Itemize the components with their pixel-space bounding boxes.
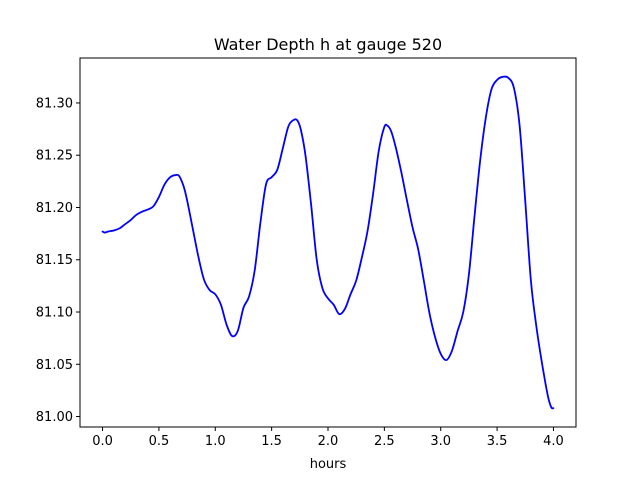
x-tick-label: 0.0 [92,434,113,449]
y-tick-label: 81.30 [36,96,73,111]
y-axis: 81.00 81.05 81.10 81.15 81.20 81.25 81.30 [36,96,80,425]
y-tick-label: 81.15 [36,253,73,268]
x-tick-label: 4.0 [543,434,564,449]
y-tick-label: 81.20 [36,201,73,216]
x-tick-label: 2.0 [318,434,339,449]
x-tick-label: 1.5 [261,434,282,449]
y-tick-label: 81.25 [36,149,73,164]
series-line [101,75,555,410]
y-tick-label: 81.00 [36,410,73,425]
y-tick-label: 81.05 [36,358,73,373]
plot-frame [79,57,577,428]
y-tick-label: 81.10 [36,306,73,321]
x-axis-label: hours [310,457,347,472]
plot-area [79,57,577,428]
x-tick-label: 0.5 [149,434,170,449]
x-tick-label: 3.0 [430,434,451,449]
x-tick-label: 2.5 [374,434,395,449]
x-axis: 0.0 0.5 1.0 1.5 2.0 2.5 3.0 3.5 4.0 [92,427,564,449]
chart-title: Water Depth h at gauge 520 [214,35,442,54]
x-tick-label: 3.5 [487,434,508,449]
x-tick-label: 1.0 [205,434,226,449]
